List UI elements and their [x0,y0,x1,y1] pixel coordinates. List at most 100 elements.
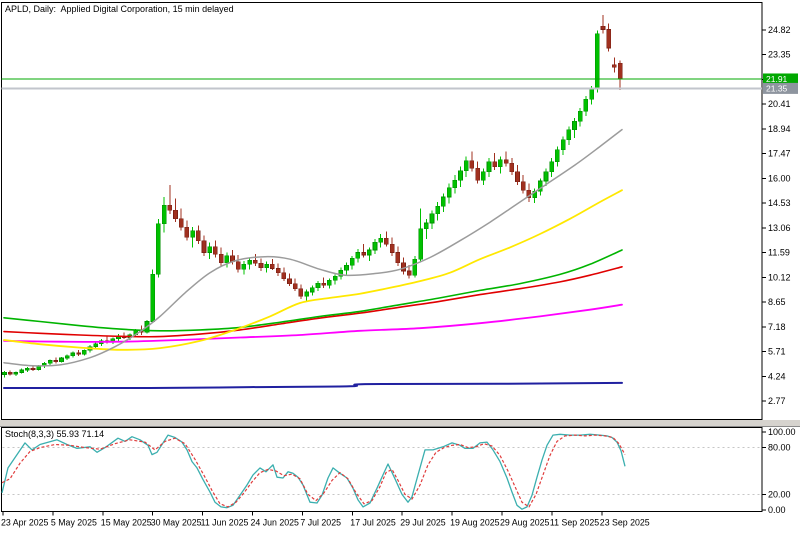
price-tick-label: 20.41 [768,99,791,109]
candle-body [349,258,355,266]
candle-body [435,205,441,215]
candle-body [423,222,429,230]
ma-red-line [3,266,623,338]
candle [184,220,190,241]
price-tick-label: 7.18 [768,322,786,332]
candle-body [566,129,572,141]
price-tick-label: 2.77 [768,396,786,406]
candle-body [372,242,378,251]
candle [338,267,344,280]
stoch-axis[interactable]: 100.00 80.00 20.00 0.00 [762,427,796,515]
candle [218,247,224,266]
stoch-tick-label: 100.00 [768,427,796,437]
candle-body [13,372,19,375]
candle-body [560,139,566,151]
candle-body [53,360,59,362]
candle [30,366,36,372]
candle-body [315,282,321,289]
candle [498,156,503,174]
main-pane[interactable] [1,2,763,420]
price-tag-box [763,82,798,94]
candle-body [19,369,24,373]
candle [275,263,281,277]
candle-body [412,258,418,276]
candle [406,265,412,279]
candle-body [213,246,218,255]
candle [372,239,378,255]
candle-body [76,352,81,355]
candle [469,151,475,172]
candle [247,257,252,270]
candle [150,269,155,324]
candle [555,146,560,167]
candle [412,255,418,278]
candle [395,246,401,266]
candle-body [64,355,70,359]
time-tick-label: 19 Aug 2025 [450,518,500,528]
candle [201,235,207,256]
candle [537,178,543,196]
candle-body [555,149,560,162]
price-tick-label: 18.94 [768,124,791,134]
price-tick-label: 8.65 [768,297,786,307]
candle [190,227,195,248]
time-tick-label: 23 Apr 2025 [1,518,49,528]
stoch-tick-label: 80.00 [768,443,791,453]
candle-body [70,352,76,356]
price-tick-label: 16.00 [768,173,791,183]
candle-body [47,360,53,364]
time-tick-label: 7 Jul 2025 [300,518,341,528]
candle [486,158,492,177]
candle [509,158,515,176]
time-tick-label: 11 Jun 2025 [201,518,249,528]
stoch-tick-label: 0.00 [768,505,786,515]
candle [560,136,566,155]
candle [93,342,98,349]
price-tick-label: 24.82 [768,25,791,35]
candle-body [520,181,526,191]
candle-body [418,228,423,260]
candle-body [281,272,287,279]
candle-body [253,259,258,264]
price-tag-box [763,73,798,85]
candle-body [292,283,298,289]
candle [594,30,600,93]
price-tick-label: 14.53 [768,198,791,208]
candle-body [184,226,190,238]
candle-body [452,179,458,188]
candle [196,225,201,245]
candle-body [617,62,623,80]
candle [298,284,304,299]
current-price-tag: 21.91 [763,73,798,85]
percent-d-line [1,434,626,508]
price-tick-label: 23.35 [768,50,791,60]
candle-body [338,269,344,277]
time-axis[interactable]: 23 Apr 2025 5 May 2025 15 May 2025 30 May 2… [1,511,650,528]
candle [480,168,486,186]
candle [47,359,53,366]
candle-body [594,33,600,90]
ma-blue-line [3,381,623,390]
candle-body [321,282,327,286]
stoch-pane[interactable] [1,427,763,512]
price-tick-label: 11.59 [768,248,790,258]
candle-body [309,287,315,293]
candle [458,166,463,187]
candle [241,260,247,275]
candle-body [355,252,361,259]
price-tick-label: 10.12 [768,272,791,282]
candle-body [583,99,589,112]
price-tick-label: 13.06 [768,223,791,233]
candle [520,175,526,194]
pane-splitter[interactable] [0,420,800,427]
candle-body [475,168,480,181]
candle-body [235,261,241,270]
candle-body [224,255,230,263]
candle [258,258,264,272]
candle [441,193,446,213]
candle [423,218,429,240]
candle [59,356,64,363]
candle [549,158,555,177]
